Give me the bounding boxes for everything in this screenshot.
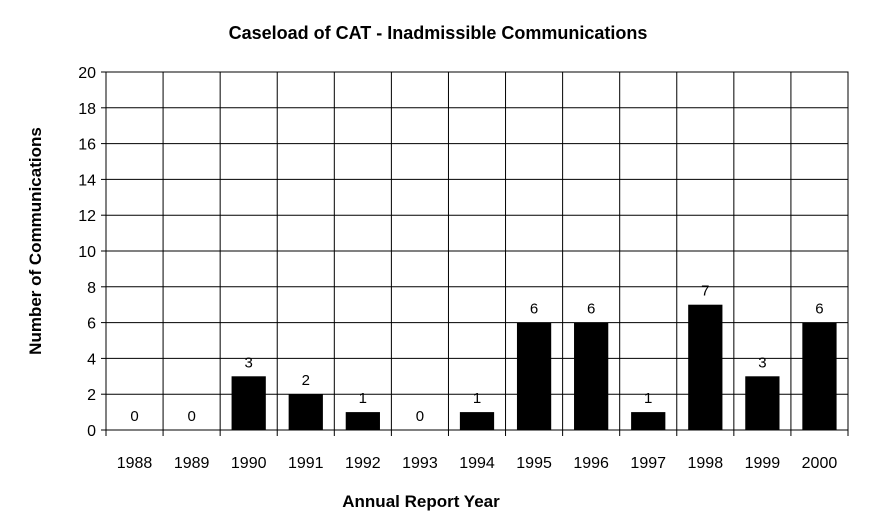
y-tick-label: 12 — [78, 208, 96, 225]
y-tick-label: 10 — [78, 244, 96, 261]
y-axis-title: Number of Communications — [26, 127, 45, 355]
y-tick-label: 18 — [78, 101, 96, 118]
data-label-1990: 3 — [245, 354, 253, 371]
bar-1998 — [688, 304, 723, 430]
y-tick-label: 14 — [78, 172, 96, 189]
y-tick-label: 16 — [78, 137, 96, 154]
data-label-1993: 0 — [416, 408, 424, 425]
x-tick-label-1988: 1988 — [117, 455, 153, 472]
x-axis-ticks: 1988 1989 1990 1991 1992 1993 1994 1995 1996 1997… — [117, 455, 838, 472]
data-label-1989: 0 — [187, 408, 195, 425]
y-tick-label: 20 — [78, 65, 96, 82]
data-label-1999: 3 — [758, 354, 766, 371]
y-tick-label: 6 — [87, 316, 96, 333]
bar-1990 — [231, 376, 266, 430]
bar-1996 — [574, 322, 609, 430]
x-tick-label-2000: 2000 — [802, 455, 838, 472]
bar-1994 — [459, 412, 495, 430]
y-tick-label: 0 — [87, 423, 96, 440]
x-tick-label-1991: 1991 — [288, 455, 324, 472]
chart-title: Caseload of CAT - Inadmissible Communica… — [229, 23, 648, 43]
bars — [231, 304, 837, 430]
x-tick-label-1990: 1990 — [231, 455, 267, 472]
x-tick-label-1995: 1995 — [516, 455, 552, 472]
bar-1992 — [345, 412, 380, 430]
data-label-1994: 1 — [473, 390, 481, 407]
y-tick-label: 4 — [87, 351, 96, 368]
x-tick-label-1992: 1992 — [345, 455, 381, 472]
data-label-1998: 7 — [701, 283, 709, 300]
gridlines — [105, 71, 849, 436]
y-tick-label: 2 — [87, 387, 96, 404]
x-tick-label-1989: 1989 — [174, 455, 210, 472]
bar-1997 — [631, 412, 666, 430]
data-label-2000: 6 — [815, 301, 823, 318]
x-axis-title: Annual Report Year — [342, 492, 500, 511]
data-label-1997: 1 — [644, 390, 652, 407]
data-labels: 0 0 3 2 1 0 1 6 6 1 7 3 6 — [130, 283, 823, 425]
data-label-1995: 6 — [530, 301, 538, 318]
x-tick-label-1996: 1996 — [573, 455, 609, 472]
data-label-1992: 1 — [359, 390, 367, 407]
x-tick-label-1994: 1994 — [459, 455, 495, 472]
x-tick-label-1999: 1999 — [745, 455, 781, 472]
y-axis-ticks: 0 2 4 6 8 10 12 14 16 18 20 — [78, 65, 106, 440]
y-tick-label: 8 — [87, 280, 96, 297]
bar-1995 — [516, 322, 552, 430]
bar-1999 — [745, 376, 780, 430]
bar-1991 — [288, 394, 323, 430]
x-tick-label-1997: 1997 — [630, 455, 666, 472]
data-label-1996: 6 — [587, 301, 595, 318]
data-label-1988: 0 — [130, 408, 138, 425]
x-tick-label-1993: 1993 — [402, 455, 438, 472]
data-label-1991: 2 — [302, 372, 310, 389]
bar-2000 — [802, 322, 837, 430]
x-tick-label-1998: 1998 — [688, 455, 724, 472]
